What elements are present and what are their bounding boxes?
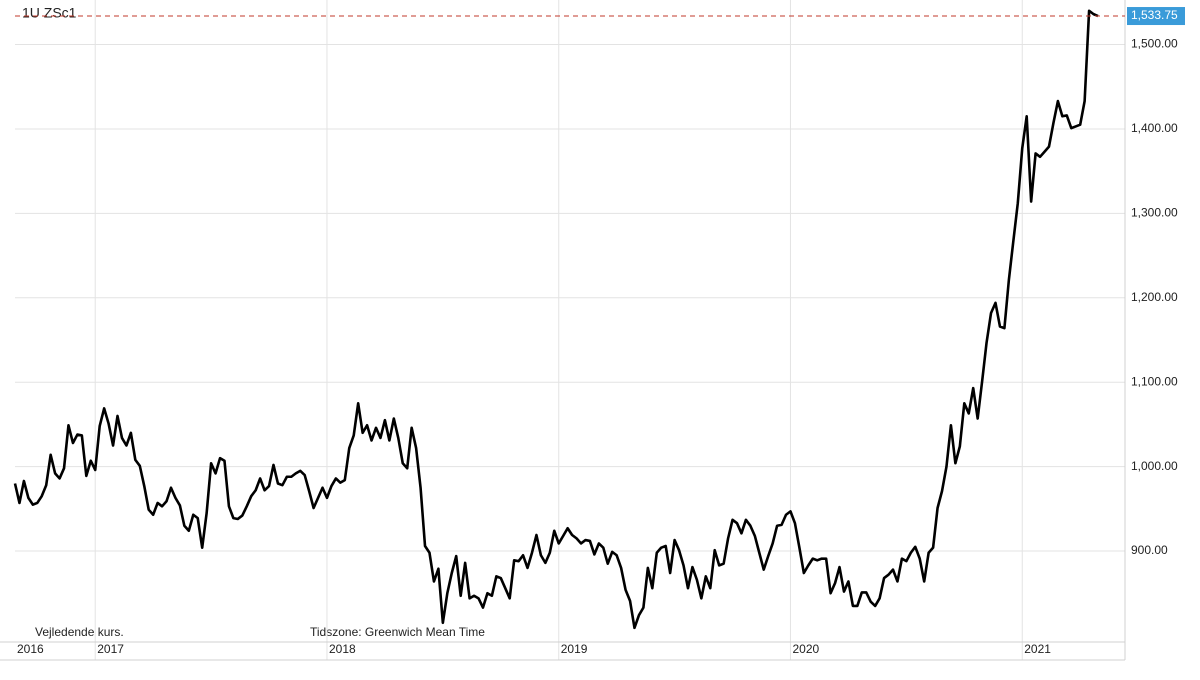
- y-tick-label: 1,500.00: [1131, 37, 1178, 51]
- y-tick-label: 900.00: [1131, 543, 1168, 557]
- y-tick-label: 1,100.00: [1131, 374, 1178, 388]
- timezone-note: Tidszone: Greenwich Mean Time: [310, 625, 485, 639]
- x-tick-label: 2018: [329, 642, 356, 656]
- x-tick-label: 2016: [17, 642, 44, 656]
- y-tick-label: 1,400.00: [1131, 121, 1178, 135]
- chart-title: 1U ZSc1: [22, 5, 77, 21]
- price-line: [13, 9, 1099, 630]
- last-price-box: [1127, 7, 1185, 26]
- x-tick-label: 2017: [97, 642, 124, 656]
- x-tick-label: 2019: [561, 642, 588, 656]
- last-price-label: 1,533.75: [1131, 8, 1178, 22]
- y-tick-label: 1,000.00: [1131, 459, 1178, 473]
- x-tick-label: 2021: [1024, 642, 1051, 656]
- plot: 900.00 1,000.00 1,100.00 1,200.00 1,300.00 1,…: [0, 0, 1185, 661]
- x-tick-label: 2020: [792, 642, 819, 656]
- y-tick-label: 1,300.00: [1131, 206, 1178, 220]
- footnote: Vejledende kurs.: [35, 625, 124, 639]
- y-tick-label: 1,200.00: [1131, 290, 1178, 304]
